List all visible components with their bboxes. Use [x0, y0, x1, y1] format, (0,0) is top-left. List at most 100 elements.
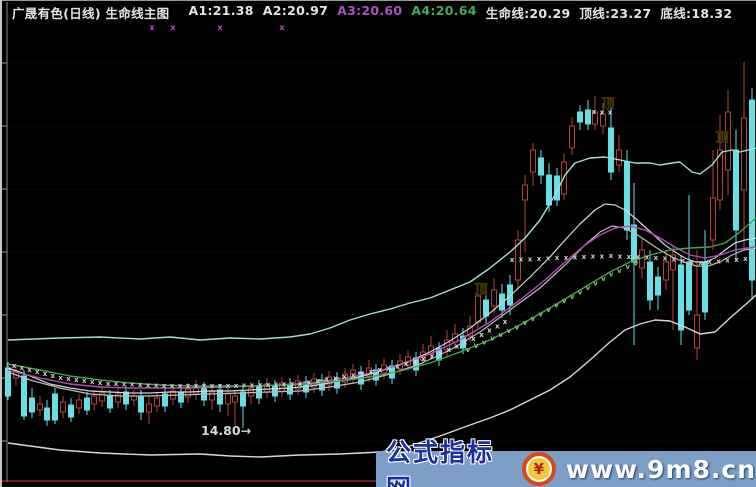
chain-mark: x	[698, 259, 703, 267]
candle	[107, 395, 113, 409]
chain-mark: x	[608, 109, 613, 117]
header-field: 底线:18.32	[660, 6, 733, 21]
candle	[569, 125, 575, 149]
candle	[608, 127, 614, 173]
chain-mark: v	[593, 279, 598, 287]
header-field: A4:20.64	[411, 3, 477, 18]
chain-mark: v	[570, 293, 575, 301]
chain-mark: v	[601, 275, 606, 283]
candle	[483, 299, 489, 317]
candle	[37, 403, 43, 411]
chain-mark: v	[546, 306, 551, 314]
chain-mark: x	[404, 360, 409, 368]
chain-mark: x	[591, 253, 596, 261]
chain-mark: x	[250, 381, 255, 389]
header-mark: x	[279, 23, 285, 32]
chain-mark: x	[218, 382, 223, 390]
chain-mark: x	[360, 370, 365, 378]
chain-mark: x	[234, 382, 239, 390]
candles-layer	[5, 62, 755, 428]
chain-mark: v	[507, 327, 512, 335]
candle	[185, 388, 191, 398]
chain-mark: v	[523, 319, 528, 327]
chain-mark: x	[58, 374, 63, 382]
candle	[467, 325, 473, 337]
chain-mark: x	[447, 346, 452, 354]
candle	[209, 391, 215, 401]
top-label: 顶	[474, 283, 487, 298]
chain-mark: x	[122, 380, 127, 388]
chain-mark: v	[609, 270, 614, 278]
watermark-banner: 公式指标网 ¥ www.9m8.cn	[376, 438, 756, 487]
chain-mark: v	[585, 284, 590, 292]
bottom-band	[7, 294, 756, 458]
chain-mark: x	[582, 253, 587, 261]
chain-mark: x	[307, 379, 312, 387]
chain-mark: x	[258, 381, 263, 389]
chain-mark: x	[471, 335, 476, 343]
chain-mark: x	[743, 255, 748, 263]
header-field: 生命线:20.29	[485, 6, 571, 21]
candle	[131, 395, 137, 401]
chain-mark: v	[625, 263, 630, 271]
header-field: 广晟有色(日线) 生命线主图	[12, 6, 170, 21]
candle	[76, 399, 82, 409]
candle	[678, 264, 684, 331]
chain-mark: x	[495, 322, 500, 330]
candle	[217, 389, 223, 405]
chain-mark: x	[43, 370, 48, 378]
chain-mark: x	[290, 380, 295, 388]
top-label: 顶	[601, 97, 614, 112]
candle	[538, 157, 544, 176]
chain-mark: x	[342, 373, 347, 381]
candle	[554, 175, 560, 201]
chain-mark: x	[438, 350, 443, 358]
candle	[522, 184, 528, 201]
chain-mark: x	[672, 256, 677, 264]
chain-mark: x	[609, 252, 614, 260]
chain-mark: x	[455, 342, 460, 350]
chain-mark: x	[430, 352, 435, 360]
a4-line	[7, 217, 756, 387]
candle	[225, 393, 231, 405]
candle	[240, 391, 246, 407]
chain-mark: x	[27, 366, 32, 374]
top-band	[7, 147, 756, 341]
candle	[21, 375, 27, 417]
chain-mark: x	[479, 331, 484, 339]
candle	[60, 401, 66, 413]
chain-mark: v	[634, 260, 639, 268]
price-annotation: 14.80→	[201, 423, 252, 438]
chain-mark: x	[186, 382, 191, 390]
chain-mark: x	[154, 382, 159, 390]
chain-mark: x	[106, 380, 111, 388]
chain-mark: x	[600, 252, 605, 260]
candle	[546, 174, 552, 206]
chain-mark: x	[35, 368, 40, 376]
chain-mark: x	[138, 381, 143, 389]
chain-mark: x	[707, 258, 712, 266]
chain-mark: x	[636, 253, 641, 261]
chain-mark: v	[578, 288, 583, 296]
candle	[631, 224, 637, 263]
chain-mark: x	[210, 382, 215, 390]
chain-mark: x	[74, 376, 79, 384]
chain-mark: x	[50, 372, 55, 380]
chain-mark: x	[82, 377, 87, 385]
candle	[491, 289, 497, 307]
chain-mark: x	[519, 256, 524, 264]
candle	[334, 377, 340, 389]
candle	[44, 407, 50, 421]
header-mark: x	[170, 23, 176, 32]
candle	[733, 149, 739, 231]
chain-mark: x	[386, 364, 391, 372]
indicator-header: 广晟有色(日线) 生命线主图 A1:21.38 A2:20.97 A3:20.60 A4…	[12, 3, 732, 22]
header-field: A3:20.60	[337, 3, 403, 18]
candle	[655, 276, 661, 296]
chain-mark: x	[90, 378, 95, 386]
chain-mark: x	[618, 252, 623, 260]
chain-mark: x	[170, 382, 175, 390]
candle	[272, 385, 278, 397]
chain-mark: x	[663, 255, 668, 263]
chain-mark: x	[178, 382, 183, 390]
